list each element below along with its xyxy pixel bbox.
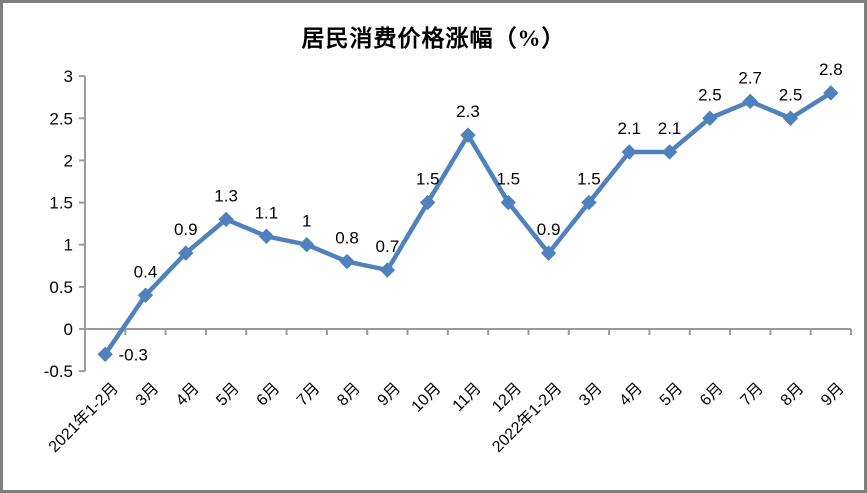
y-tick-label: 3 [64,67,73,86]
x-tick-label: 2022年1-2月 [489,379,566,456]
x-tick-label: 7月 [294,380,324,410]
x-tick-label: 2021年1-2月 [45,379,122,456]
x-tick-label: 4月 [173,380,203,410]
data-label: 1 [302,212,311,231]
data-point-marker [299,236,315,253]
data-point-marker [500,194,517,211]
y-axis: 3 2.5 2 1.5 1 0.5 0 -0.5 [44,67,86,381]
data-point-marker [742,93,758,110]
chart-title: 居民消费价格涨幅（%） [301,26,566,51]
data-label: -0.3 [119,345,148,364]
x-tick-label: 3月 [576,380,606,410]
data-label: 1.5 [577,170,601,189]
x-axis: 2021年1-2月 3月 4月 5月 6月 7月 8月 9月 10月 11月 12月2022年1-2… [45,328,852,456]
data-label: 2.8 [819,60,843,79]
data-label: 0.9 [174,220,198,239]
data-point-marker [178,245,194,261]
y-tick-label: 1 [64,236,73,255]
data-point-marker [218,211,234,228]
data-label: 0.8 [335,229,359,248]
data-point-marker [419,194,436,211]
data-point-marker [702,110,718,126]
y-tick-label: 1.5 [49,194,73,213]
data-label: 1.3 [214,186,238,205]
x-tick-label: 11月 [450,380,485,415]
data-label: 2.5 [779,85,803,104]
data-point-marker [339,253,355,270]
data-point-marker [581,194,597,211]
x-tick-label: 6月 [254,380,284,410]
data-point-marker [137,287,154,303]
data-label: 2.1 [617,119,641,138]
data-point-marker [823,85,839,101]
data-label: 1.1 [255,203,279,222]
x-tick-label: 8月 [778,380,808,410]
data-label: 1.5 [496,170,520,189]
x-tick-label: 4月 [616,380,646,410]
data-point-marker [258,228,275,244]
y-tick-label: -0.5 [44,362,73,381]
data-points: -0.3 0.4 0.9 1.3 1.1 1 0.8 0.7 1.5 2.3 1.5 0.9 1.5 2.… [97,60,843,364]
data-point-marker [540,245,557,261]
x-tick-label: 9月 [818,380,848,410]
data-point-marker [661,144,678,160]
data-point-marker [621,144,637,160]
x-tick-label: 5月 [213,380,243,410]
x-tick-label: 7月 [737,380,767,410]
y-tick-label: 2 [64,151,73,170]
data-label: 2.1 [658,119,682,138]
data-label: 2.7 [738,68,762,87]
data-point-marker [782,110,799,126]
x-tick-label: 5月 [657,380,687,410]
x-tick-label: 8月 [334,380,364,410]
y-tick-label: 0 [64,320,73,339]
y-tick-label: 2.5 [49,109,73,128]
data-point-marker [460,127,476,143]
data-point-marker [97,346,113,362]
x-tick-label: 9月 [375,380,405,410]
y-tick-label: 0.5 [49,278,73,297]
data-label: 1.5 [416,170,440,189]
x-tick-label: 3月 [133,380,163,410]
data-label: 0.9 [537,220,561,239]
x-tick-label: 6月 [697,380,727,410]
data-point-marker [379,262,396,278]
data-label: 2.3 [456,102,480,121]
x-tick-label: 12月 [489,380,525,416]
data-label: 0.7 [376,237,400,256]
data-label: 2.5 [698,85,722,104]
x-tick-label: 10月 [409,380,445,416]
data-label: 0.4 [134,262,158,281]
